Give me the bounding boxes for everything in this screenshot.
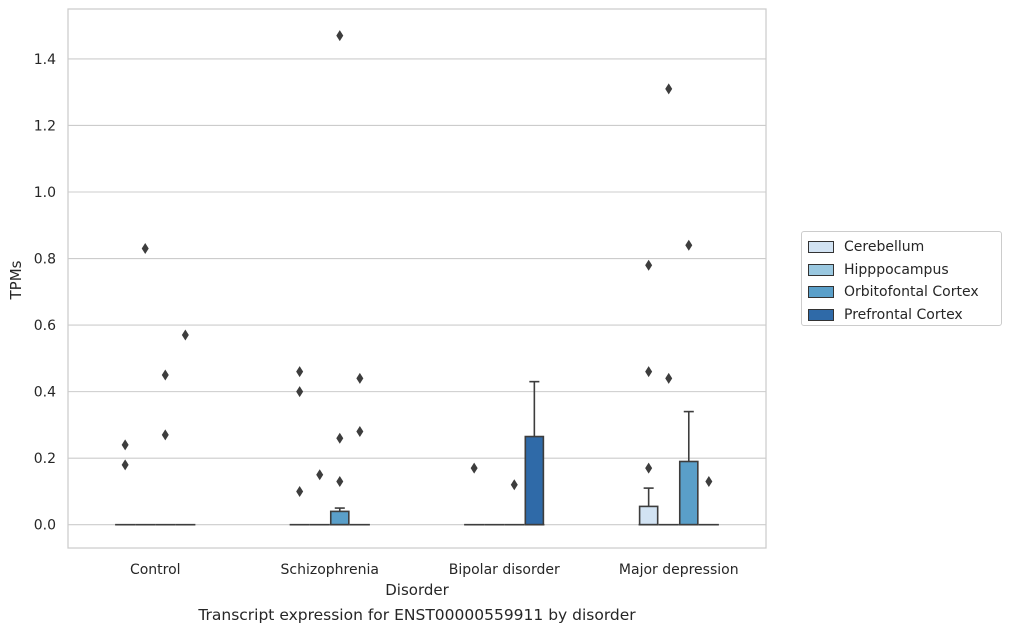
y-tick-label: 0.4 [34, 385, 56, 401]
box-cerebellum-2 [464, 462, 485, 526]
x-tick-label: Control [130, 562, 181, 578]
box-prefrontal-cortex-2 [524, 380, 545, 526]
plot-frame [67, 8, 767, 549]
outlier-point [296, 366, 304, 378]
y-tick-label: 0.0 [34, 518, 56, 534]
legend: Cerebellum Hipppocampus Orbitofontal Corte… [801, 231, 1002, 326]
y-axis: 0.0 0.2 0.4 0.6 0.8 1.0 1.2 1.4 [34, 52, 56, 534]
y-tick-label: 1.4 [34, 52, 56, 68]
outlier-point [336, 30, 344, 42]
legend-swatch [808, 286, 834, 299]
outlier-point [181, 329, 189, 341]
legend-swatch [808, 308, 834, 321]
outlier-point [296, 386, 304, 398]
box-hipppocampus-3 [658, 83, 679, 526]
outlier-point [665, 83, 673, 95]
outlier-point [161, 429, 169, 441]
y-tick-label: 0.2 [34, 451, 56, 467]
y-tick-label: 0.6 [34, 318, 56, 334]
legend-swatch [808, 263, 834, 276]
box [524, 435, 545, 526]
outlier-point [141, 243, 149, 255]
outlier-point [336, 432, 344, 444]
y-tick-label: 0.8 [34, 252, 56, 268]
legend-item: Orbitofontal Cortex [808, 281, 1001, 304]
box-hipppocampus-0 [135, 243, 156, 526]
grid-lines [68, 58, 766, 526]
outlier-point [645, 366, 653, 378]
outlier-point [296, 485, 304, 497]
box-orbitofontal-cortex-1 [329, 30, 350, 526]
box-cerebellum-1 [289, 366, 310, 526]
box [638, 505, 659, 526]
y-axis-title: TPMs [7, 260, 25, 300]
legend-swatch [808, 241, 834, 254]
box-cerebellum-0 [115, 439, 136, 526]
x-tick-label: Major depression [619, 562, 739, 578]
box-prefrontal-cortex-1 [349, 372, 370, 526]
outlier-point [161, 369, 169, 381]
x-tick-label: Bipolar disorder [449, 562, 560, 578]
box [329, 510, 350, 526]
outlier-point [470, 462, 478, 474]
legend-label: Hipppocampus [844, 261, 949, 278]
outlier-point [510, 479, 518, 491]
box [678, 460, 699, 526]
box-prefrontal-cortex-3 [698, 475, 719, 526]
box-plot-marks [115, 30, 719, 526]
box-orbitofontal-cortex-0 [155, 369, 176, 526]
legend-label: Prefrontal Cortex [844, 306, 963, 323]
outlier-point [645, 259, 653, 271]
box-cerebellum-3 [638, 259, 659, 526]
outlier-point [121, 459, 129, 471]
legend-item: Hipppocampus [808, 259, 1001, 282]
x-axis-title: Disorder [385, 581, 449, 599]
box-prefrontal-cortex-0 [175, 329, 196, 526]
legend-label: Cerebellum [844, 239, 925, 256]
y-tick-label: 1.2 [34, 118, 56, 134]
box-hipppocampus-1 [309, 469, 330, 526]
y-tick-label: 1.0 [34, 185, 56, 201]
box-orbitofontal-cortex-2 [504, 479, 525, 526]
legend-item: Cerebellum [808, 236, 1001, 259]
legend-item: Prefrontal Cortex [808, 304, 1001, 327]
outlier-point [685, 239, 693, 251]
outlier-point [645, 462, 653, 474]
x-axis: Control Schizophrenia Bipolar disorder Majo… [130, 562, 739, 578]
outlier-point [121, 439, 129, 451]
outlier-point [316, 469, 324, 481]
legend-label: Orbitofontal Cortex [844, 284, 979, 301]
outlier-point [665, 372, 673, 384]
outlier-point [356, 426, 364, 438]
outlier-point [705, 475, 713, 487]
figure-caption: Transcript expression for ENST0000055991… [198, 606, 636, 624]
outlier-point [356, 372, 364, 384]
box-orbitofontal-cortex-3 [678, 239, 699, 526]
outlier-point [336, 475, 344, 487]
x-tick-label: Schizophrenia [281, 562, 379, 578]
